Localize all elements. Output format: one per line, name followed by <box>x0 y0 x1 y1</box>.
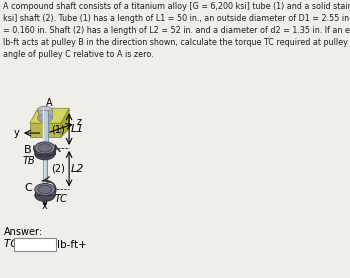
Text: TC: TC <box>55 194 68 204</box>
Ellipse shape <box>35 142 55 154</box>
Text: B: B <box>23 145 31 155</box>
Ellipse shape <box>37 106 52 114</box>
Ellipse shape <box>37 114 52 122</box>
Polygon shape <box>30 108 69 123</box>
Ellipse shape <box>38 185 52 194</box>
Bar <box>43 110 48 148</box>
Text: lb-ft+: lb-ft+ <box>57 240 87 250</box>
Text: C: C <box>24 183 32 192</box>
Text: z: z <box>77 117 82 127</box>
Polygon shape <box>61 108 69 137</box>
Text: TC =: TC = <box>4 239 29 249</box>
Text: (2): (2) <box>51 164 65 174</box>
Text: (1): (1) <box>51 124 65 134</box>
Text: x: x <box>42 201 48 211</box>
Ellipse shape <box>35 190 55 201</box>
Bar <box>43 148 47 190</box>
Text: A: A <box>46 98 52 108</box>
Text: A compound shaft consists of a titanium alloy [G = 6,200 ksi] tube (1) and a sol: A compound shaft consists of a titanium … <box>3 3 350 59</box>
Bar <box>37 110 52 118</box>
Bar <box>35 190 55 195</box>
Ellipse shape <box>38 144 52 152</box>
Text: L2: L2 <box>71 164 84 174</box>
Polygon shape <box>30 123 61 137</box>
Text: TB: TB <box>23 156 36 166</box>
Ellipse shape <box>35 183 55 195</box>
Text: Answer:: Answer: <box>4 227 43 237</box>
Bar <box>35 148 55 154</box>
Ellipse shape <box>35 148 55 160</box>
FancyBboxPatch shape <box>14 239 56 251</box>
Text: L1: L1 <box>71 124 84 134</box>
Text: y: y <box>14 128 20 138</box>
